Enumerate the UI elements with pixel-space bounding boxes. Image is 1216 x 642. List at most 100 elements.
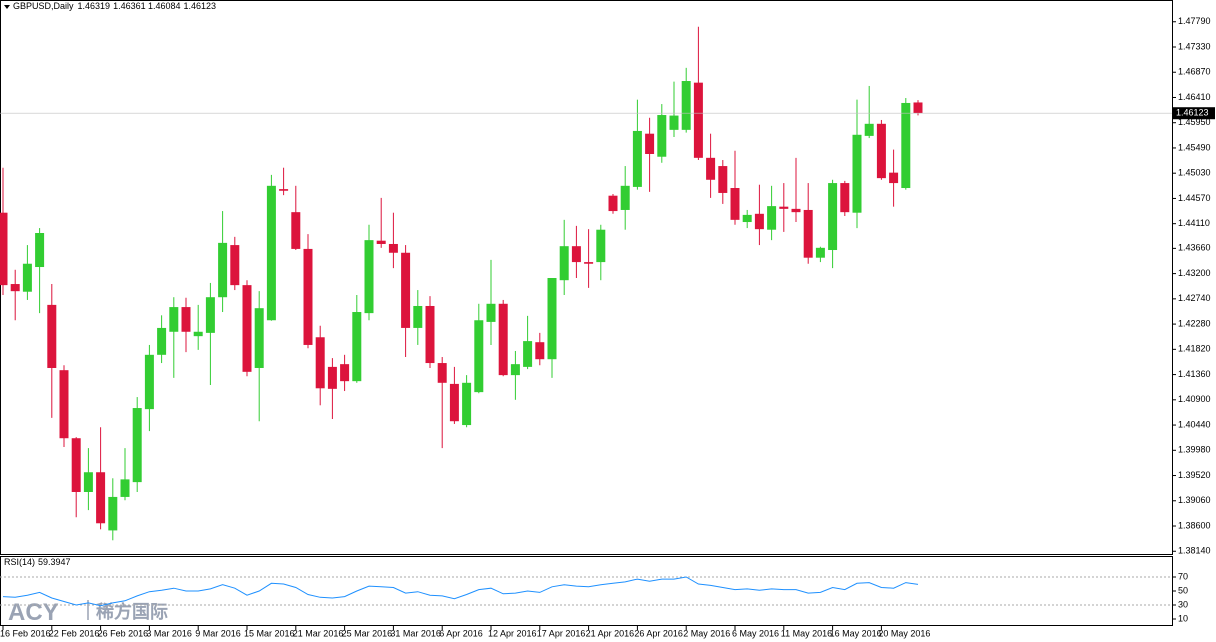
x-tick-label: 12 Apr 2016	[488, 628, 537, 638]
candle-body	[596, 229, 606, 263]
candle-body	[840, 183, 850, 213]
candle-body	[510, 364, 520, 376]
last-open: 1.46319	[78, 1, 111, 11]
candle-body	[352, 312, 362, 382]
candle-body	[59, 370, 69, 439]
rsi-last: 59.3947	[38, 557, 71, 567]
candle-body	[47, 304, 57, 368]
candle-body	[205, 297, 215, 333]
candle-body	[474, 320, 484, 393]
candle-body	[291, 212, 301, 249]
x-tick-label: 21 Mar 2016	[293, 628, 344, 638]
candle-body	[83, 472, 93, 492]
candle-body	[706, 157, 716, 180]
candle-body	[803, 209, 813, 258]
candle-body	[901, 102, 911, 189]
y-tick-label: 1.47330	[1178, 41, 1211, 51]
candle-body	[254, 308, 264, 368]
y-tick-label: 1.44110	[1178, 218, 1210, 228]
candle-body	[462, 382, 472, 426]
candle-body	[218, 242, 228, 298]
candle-body	[157, 327, 167, 355]
candle-body	[535, 342, 545, 360]
last-low: 1.46084	[148, 1, 181, 11]
candle-body	[718, 166, 728, 193]
candle-body	[376, 240, 386, 244]
candle-body	[437, 363, 447, 383]
y-tick-label: 1.45950	[1178, 117, 1211, 127]
y-tick-label: 1.39060	[1178, 495, 1211, 505]
y-tick-label: 1.44570	[1178, 193, 1211, 203]
candle-body	[559, 246, 569, 281]
candle-body	[742, 214, 752, 223]
candle-body	[449, 383, 459, 422]
x-tick-label: 31 Mar 2016	[390, 628, 441, 638]
candle-body	[71, 438, 81, 492]
x-tick-label: 26 Apr 2016	[634, 628, 683, 638]
y-tick-label: 1.39980	[1178, 445, 1211, 455]
candle-body	[681, 81, 691, 130]
watermark-brand: ACY	[8, 599, 59, 626]
candle-body	[779, 206, 789, 209]
y-tick-label: 1.42740	[1178, 293, 1211, 303]
y-tick-label: 1.46870	[1178, 67, 1211, 77]
y-tick-label: 1.38600	[1178, 520, 1211, 530]
candle-body	[144, 354, 154, 410]
x-tick-label: 25 Mar 2016	[342, 628, 393, 638]
x-tick-label: 6 Apr 2016	[439, 628, 483, 638]
y-tick-label: 1.39520	[1178, 470, 1211, 480]
candle-body	[913, 102, 923, 114]
y-tick-label: 1.43200	[1178, 268, 1211, 278]
candle-body	[657, 115, 667, 157]
candle-body	[815, 247, 825, 258]
price-label-box	[1173, 107, 1215, 120]
candle-body	[632, 130, 642, 187]
price-label: 1.46123	[1176, 108, 1209, 118]
candle-body	[303, 248, 313, 345]
y-tick-label: 10	[1178, 613, 1188, 623]
candle-body	[584, 262, 594, 264]
candle-body	[754, 213, 764, 230]
y-tick-label: 1.41820	[1178, 344, 1211, 354]
x-tick-label: 16 May 2016	[830, 628, 882, 638]
x-tick-label: 2 May 2016	[683, 628, 730, 638]
candle-body	[852, 134, 862, 213]
candle-body	[96, 472, 106, 524]
candle-body	[498, 303, 508, 376]
x-tick-label: 22 Feb 2016	[49, 628, 100, 638]
candle-body	[571, 246, 581, 263]
candle-body	[340, 364, 350, 382]
y-tick-label: 30	[1178, 599, 1188, 609]
candle-body	[242, 285, 252, 372]
x-tick-label: 15 Mar 2016	[244, 628, 295, 638]
candle-body	[791, 208, 801, 213]
candle-body	[620, 185, 630, 210]
candle-body	[230, 245, 240, 286]
y-tick-label: 1.40900	[1178, 394, 1211, 404]
y-tick-label: 1.43660	[1178, 243, 1211, 253]
x-tick-label: 9 Mar 2016	[195, 628, 241, 638]
candle-body	[10, 284, 20, 292]
candle-body	[327, 366, 337, 389]
candle-body	[169, 307, 179, 332]
candle-body	[523, 341, 533, 367]
candle-body	[608, 195, 618, 212]
candle-body	[388, 243, 398, 253]
candle-body	[35, 233, 45, 268]
rsi-header: RSI(14) 59.3947	[4, 557, 71, 567]
candle-body	[315, 337, 325, 389]
candle-body	[547, 278, 557, 360]
symbol-title: GBPUSD,Daily	[13, 1, 74, 11]
last-high: 1.46361	[113, 1, 146, 11]
candle-body	[132, 408, 142, 483]
candle-body	[266, 185, 276, 321]
candle-body	[767, 206, 777, 230]
y-tick-label: 1.47790	[1178, 16, 1211, 26]
x-tick-label: 11 May 2016	[781, 628, 832, 638]
candle-body	[645, 133, 655, 154]
x-tick-label: 3 Mar 2016	[146, 628, 192, 638]
y-tick-label: 1.41360	[1178, 369, 1211, 379]
menu-triangle[interactable]	[4, 5, 10, 9]
